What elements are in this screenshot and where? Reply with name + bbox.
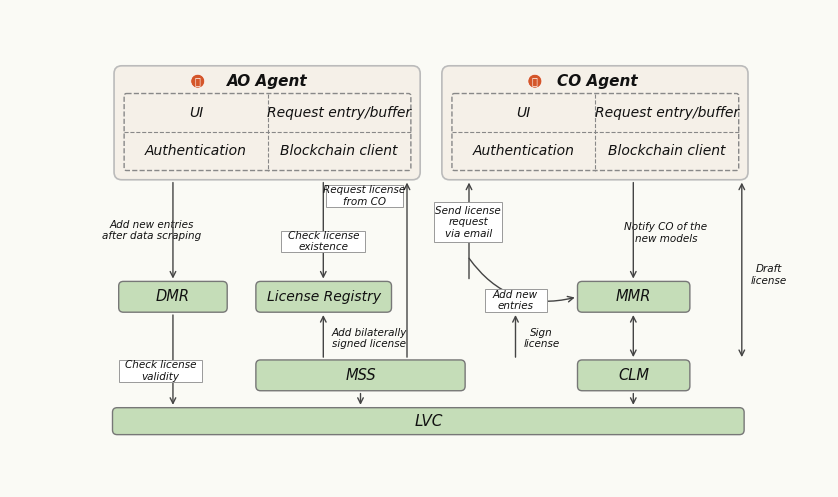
FancyBboxPatch shape: [112, 408, 744, 435]
Text: Sign
license: Sign license: [523, 328, 560, 349]
Bar: [119, 360, 203, 382]
Text: Check license
validity: Check license validity: [125, 360, 196, 382]
Text: Add bilaterally
signed license: Add bilaterally signed license: [331, 328, 406, 349]
Bar: [484, 289, 546, 312]
Text: Request entry/buffer: Request entry/buffer: [267, 106, 411, 120]
Text: UI: UI: [189, 106, 203, 120]
Bar: [326, 185, 403, 207]
Text: Add new
entries: Add new entries: [493, 290, 538, 312]
Text: License Registry: License Registry: [266, 290, 380, 304]
Circle shape: [191, 74, 204, 88]
Text: Check license
existence: Check license existence: [287, 231, 359, 252]
Text: MSS: MSS: [345, 368, 375, 383]
FancyBboxPatch shape: [114, 66, 420, 180]
Text: Add new entries
after data scraping: Add new entries after data scraping: [101, 220, 201, 242]
FancyBboxPatch shape: [256, 281, 391, 312]
Text: Request entry/buffer: Request entry/buffer: [595, 106, 739, 120]
FancyBboxPatch shape: [577, 281, 690, 312]
FancyBboxPatch shape: [577, 360, 690, 391]
Text: AO Agent: AO Agent: [227, 74, 308, 88]
Text: UI: UI: [516, 106, 530, 120]
Text: Send license
request
via email: Send license request via email: [436, 206, 501, 239]
Text: Notify CO of the
new models: Notify CO of the new models: [624, 222, 707, 244]
Text: Authentication: Authentication: [145, 144, 246, 158]
Text: 🏛: 🏛: [194, 77, 200, 86]
Bar: [282, 231, 365, 252]
FancyBboxPatch shape: [119, 281, 227, 312]
Text: DMR: DMR: [156, 289, 190, 304]
Text: Draft
license: Draft license: [751, 264, 788, 286]
Text: Blockchain client: Blockchain client: [281, 144, 398, 158]
Text: MMR: MMR: [616, 289, 651, 304]
Circle shape: [528, 74, 542, 88]
Text: CLM: CLM: [618, 368, 649, 383]
FancyBboxPatch shape: [442, 66, 748, 180]
Text: Blockchain client: Blockchain client: [608, 144, 726, 158]
Text: 🏛: 🏛: [532, 77, 538, 86]
FancyBboxPatch shape: [256, 360, 465, 391]
Bar: [434, 202, 502, 242]
Text: Request license
from CO: Request license from CO: [323, 185, 406, 207]
Text: Authentication: Authentication: [473, 144, 575, 158]
Text: CO Agent: CO Agent: [556, 74, 637, 88]
Text: LVC: LVC: [414, 414, 442, 428]
